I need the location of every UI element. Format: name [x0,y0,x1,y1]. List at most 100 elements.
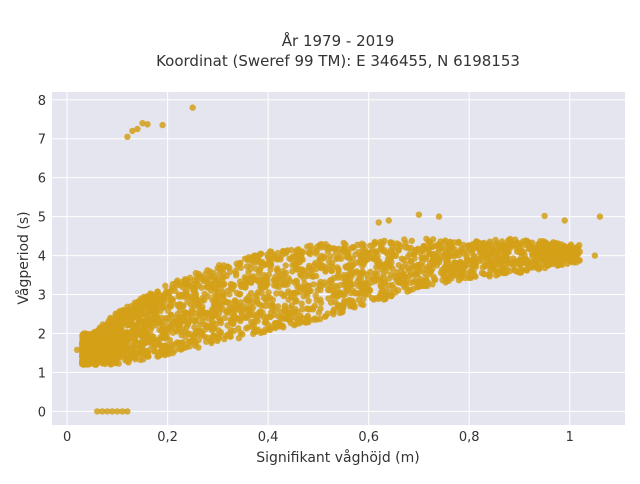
data-point [241,274,248,281]
data-point [173,279,181,286]
data-point [120,346,127,353]
data-point [94,350,102,357]
data-point [279,315,287,322]
x-tick-label: 0,6 [358,430,379,445]
data-point [176,345,183,352]
data-point [191,338,198,345]
data-point [538,251,546,258]
x-axis-label: Signifikant våghöjd (m) [256,449,419,466]
data-point [407,279,414,286]
data-point [291,253,298,260]
data-point [498,238,506,245]
data-point [174,310,181,318]
data-point [426,260,434,267]
data-point [248,308,255,315]
data-point [500,269,507,277]
data-point [294,283,301,290]
data-point [250,322,258,329]
chart-title-line2: Koordinat (Sweref 99 TM): E 346455, N 61… [156,52,520,70]
data-point [235,335,243,342]
data-point [179,302,187,309]
data-point [106,328,114,335]
data-point [307,242,314,249]
data-point [441,245,448,252]
data-point [493,259,500,267]
data-point [134,125,141,133]
data-point [137,356,144,363]
data-point [102,357,110,364]
data-point [119,320,126,327]
data-point [257,250,265,257]
data-point [408,258,415,265]
data-point [221,314,229,322]
data-point [459,262,467,270]
data-point [511,267,519,274]
x-tick-label: 0,8 [459,430,480,445]
data-point [436,256,443,263]
data-point [198,284,205,291]
data-point [311,315,319,322]
data-point [262,273,270,281]
data-point [309,273,316,280]
data-point [244,256,251,264]
data-point [280,272,287,279]
y-tick-label: 5 [38,211,46,226]
x-tick-label: 0 [63,430,71,445]
data-point [205,323,212,331]
data-point [125,344,133,352]
data-point [79,347,86,355]
data-point [298,266,306,273]
data-point [365,287,373,294]
data-point [415,211,423,218]
data-point [116,333,124,341]
data-point [317,244,325,251]
data-point [250,330,257,338]
data-point [292,298,299,305]
data-point [501,260,509,268]
data-point [539,238,547,245]
data-point [189,104,196,111]
data-point [510,260,517,267]
data-point [194,327,201,334]
data-point [251,275,258,283]
data-point [395,287,402,294]
data-point [161,334,169,341]
data-point [480,252,488,259]
data-point [298,256,305,263]
data-point [293,278,301,285]
data-point [73,346,81,353]
data-point [411,251,418,258]
data-point [183,287,190,295]
data-point [301,280,308,287]
data-point [157,307,164,315]
data-point [526,244,534,251]
data-point [200,297,208,304]
data-point [349,261,356,269]
data-point [455,239,462,247]
data-point [305,286,312,293]
data-point [223,288,231,295]
data-point [457,248,464,255]
data-point [210,332,217,339]
data-point [442,237,449,244]
data-point [162,282,169,289]
data-point [305,297,312,305]
data-point [426,238,433,245]
data-point [350,244,357,251]
data-point [371,254,378,262]
data-point [132,356,139,363]
x-tick-label: 1 [566,430,574,445]
data-point [89,340,96,348]
outlier-points [73,104,604,415]
data-point [174,301,181,309]
data-point [227,333,234,340]
data-point [561,217,568,224]
data-point [437,238,444,245]
data-point [114,408,121,415]
data-point [491,247,499,254]
data-point [129,127,136,135]
data-point [514,248,521,255]
data-point [181,293,189,301]
data-point [395,273,402,281]
